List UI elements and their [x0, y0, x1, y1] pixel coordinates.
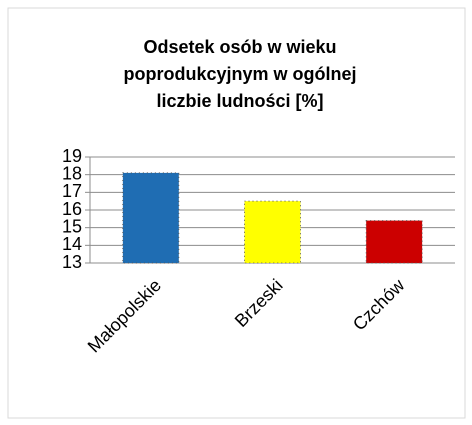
bar	[244, 200, 301, 264]
y-tick-label: 15	[62, 216, 82, 236]
y-tick-label: 13	[62, 252, 82, 272]
y-tick-label: 19	[62, 146, 82, 166]
chart-border	[7, 7, 466, 419]
bar	[122, 172, 180, 264]
y-tick-label: 17	[62, 181, 82, 201]
chart-title: Odsetek osób w wieku poprodukcyjnym w og…	[123, 37, 357, 111]
y-tick-label: 16	[62, 199, 82, 219]
y-tick-label: 18	[62, 163, 82, 183]
y-tick-label: 14	[62, 234, 82, 254]
bar	[365, 220, 423, 264]
